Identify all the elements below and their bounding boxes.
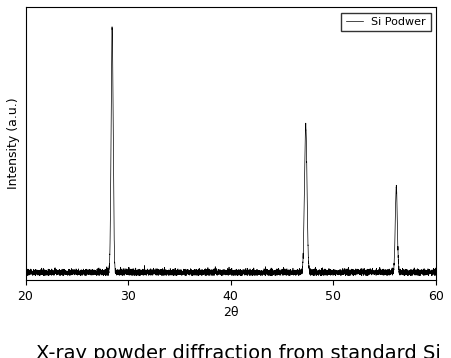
Si Podwer	[284, 271, 289, 275]
Y-axis label: Intensity (a.u.): Intensity (a.u.)	[7, 98, 20, 189]
Line: Si Podwer: Si Podwer	[26, 27, 436, 275]
Legend: Si Podwer: Si Podwer	[341, 13, 431, 32]
Si Podwer	[23, 268, 28, 272]
Si Podwer	[327, 271, 333, 275]
Si Podwer	[109, 25, 115, 29]
X-axis label: 2θ: 2θ	[223, 306, 239, 319]
Si Podwer	[266, 270, 271, 275]
Si Podwer	[171, 270, 177, 274]
Si Podwer	[43, 270, 49, 274]
Text: X-ray powder diffraction from standard Si: X-ray powder diffraction from standard S…	[36, 344, 441, 358]
Si Podwer	[349, 271, 354, 275]
Si Podwer	[433, 269, 439, 274]
Si Podwer	[24, 273, 30, 277]
